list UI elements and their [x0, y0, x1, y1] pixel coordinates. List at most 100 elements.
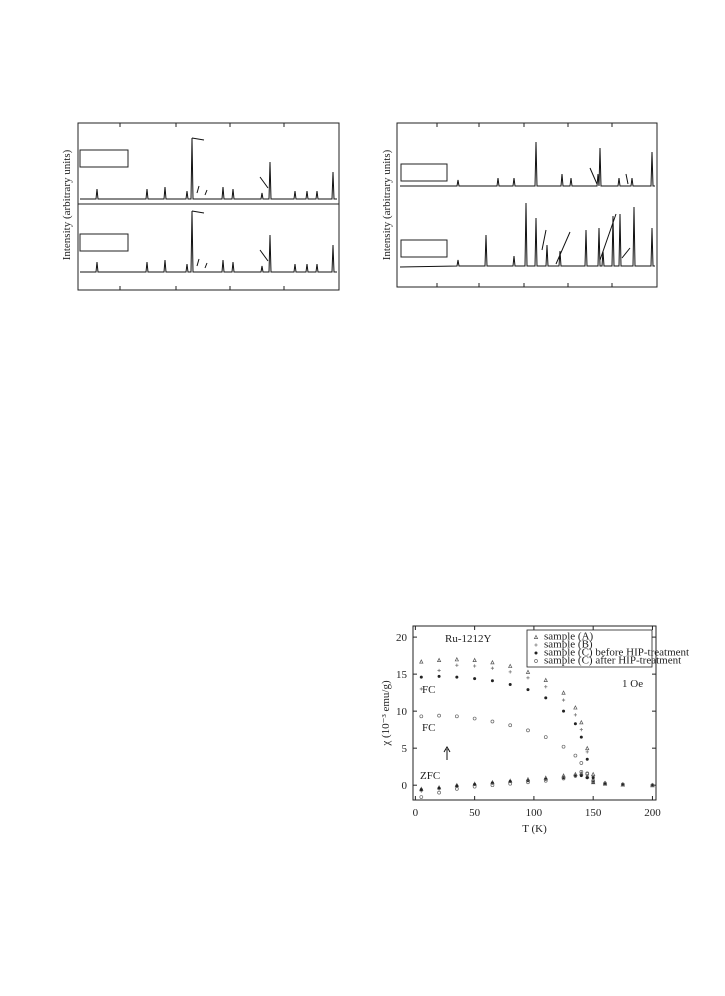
point [591, 778, 596, 783]
point [490, 659, 495, 665]
point [585, 745, 590, 751]
point [579, 728, 583, 732]
point [455, 663, 459, 667]
point [573, 753, 578, 758]
point [490, 666, 495, 670]
point [561, 698, 566, 702]
label-box [400, 163, 448, 182]
point [585, 776, 589, 780]
y-axis-label: Intensity (arbitrary units) [61, 149, 73, 260]
point [534, 651, 538, 655]
point [419, 795, 424, 799]
point [473, 677, 477, 681]
pattern [80, 137, 337, 200]
chart-title: Ru-1212Y [445, 633, 492, 645]
point [490, 719, 495, 724]
y-axis-label: χ (10⁻³ emu/g) [380, 680, 392, 747]
x-axis-label: T (K) [522, 823, 547, 835]
point [579, 774, 583, 778]
point [543, 677, 548, 683]
point [650, 783, 655, 788]
annotation: ZFC [420, 770, 440, 782]
point [437, 674, 441, 678]
point [561, 690, 566, 695]
point [508, 723, 513, 728]
y-tick-label: 20 [396, 632, 408, 644]
y-tick-label: 15 [396, 669, 408, 681]
point [544, 685, 548, 689]
point [620, 782, 625, 787]
point [543, 735, 548, 739]
point [454, 656, 460, 662]
legend-label: sample (C) after HIP-treatment [544, 655, 681, 667]
point [508, 670, 512, 674]
point [562, 709, 566, 713]
point [455, 787, 459, 791]
point [526, 728, 530, 733]
point [508, 781, 513, 786]
point [419, 788, 423, 792]
point [490, 783, 495, 788]
spectrum [80, 137, 337, 200]
point [534, 659, 538, 663]
spectrum [400, 141, 655, 187]
point [526, 676, 530, 680]
point [436, 657, 442, 663]
xrd-left: Intensity (arbitrary units) [61, 122, 340, 291]
point [573, 713, 577, 717]
x-tick-label: 0 [413, 807, 419, 819]
point [544, 696, 548, 700]
point [508, 663, 513, 668]
point [579, 761, 584, 765]
point [525, 669, 531, 674]
point [419, 687, 423, 691]
spectrum [399, 202, 655, 268]
x-tick-label: 50 [469, 807, 481, 819]
point [455, 784, 459, 788]
point [650, 783, 654, 787]
x-tick-label: 200 [644, 807, 661, 819]
pattern [79, 210, 338, 273]
point [534, 643, 538, 647]
point [437, 668, 441, 673]
point [419, 659, 424, 664]
point [508, 682, 512, 686]
point [419, 675, 423, 679]
ticks [436, 123, 613, 287]
point [437, 713, 441, 718]
legend-box [526, 629, 653, 668]
point [437, 786, 441, 790]
arrow [443, 746, 451, 760]
x-tick-label: 100 [526, 807, 543, 819]
legend-label: sample (B) [544, 639, 593, 651]
point [603, 781, 607, 786]
point [591, 776, 595, 780]
y-tick-label: 10 [396, 706, 408, 718]
point [573, 773, 578, 778]
y-axis-label: Intensity (arbitrary units) [381, 149, 393, 260]
label-box [400, 239, 448, 258]
point [579, 719, 584, 725]
annotation: FC [422, 722, 435, 734]
point [533, 634, 539, 639]
point [579, 735, 583, 739]
frame [77, 122, 340, 291]
legend-label: sample (A) [544, 631, 594, 643]
point [621, 782, 625, 786]
point [561, 776, 566, 781]
point [472, 716, 477, 721]
label-box [79, 149, 129, 168]
point [573, 722, 577, 726]
y-tick-label: 0 [402, 780, 408, 792]
label-box [79, 233, 129, 252]
xrd-right: Intensity (arbitrary units) [381, 122, 658, 288]
point [526, 780, 530, 785]
point [473, 664, 477, 668]
point [437, 790, 441, 795]
point [561, 744, 566, 749]
x-tick-label: 150 [585, 807, 602, 819]
point [603, 782, 607, 786]
chi-chart: 0 50 100 150 200 0 5 10 15 20 T (K) χ (10⁻³ emu/g) R… [380, 625, 689, 835]
ticks [119, 123, 285, 290]
